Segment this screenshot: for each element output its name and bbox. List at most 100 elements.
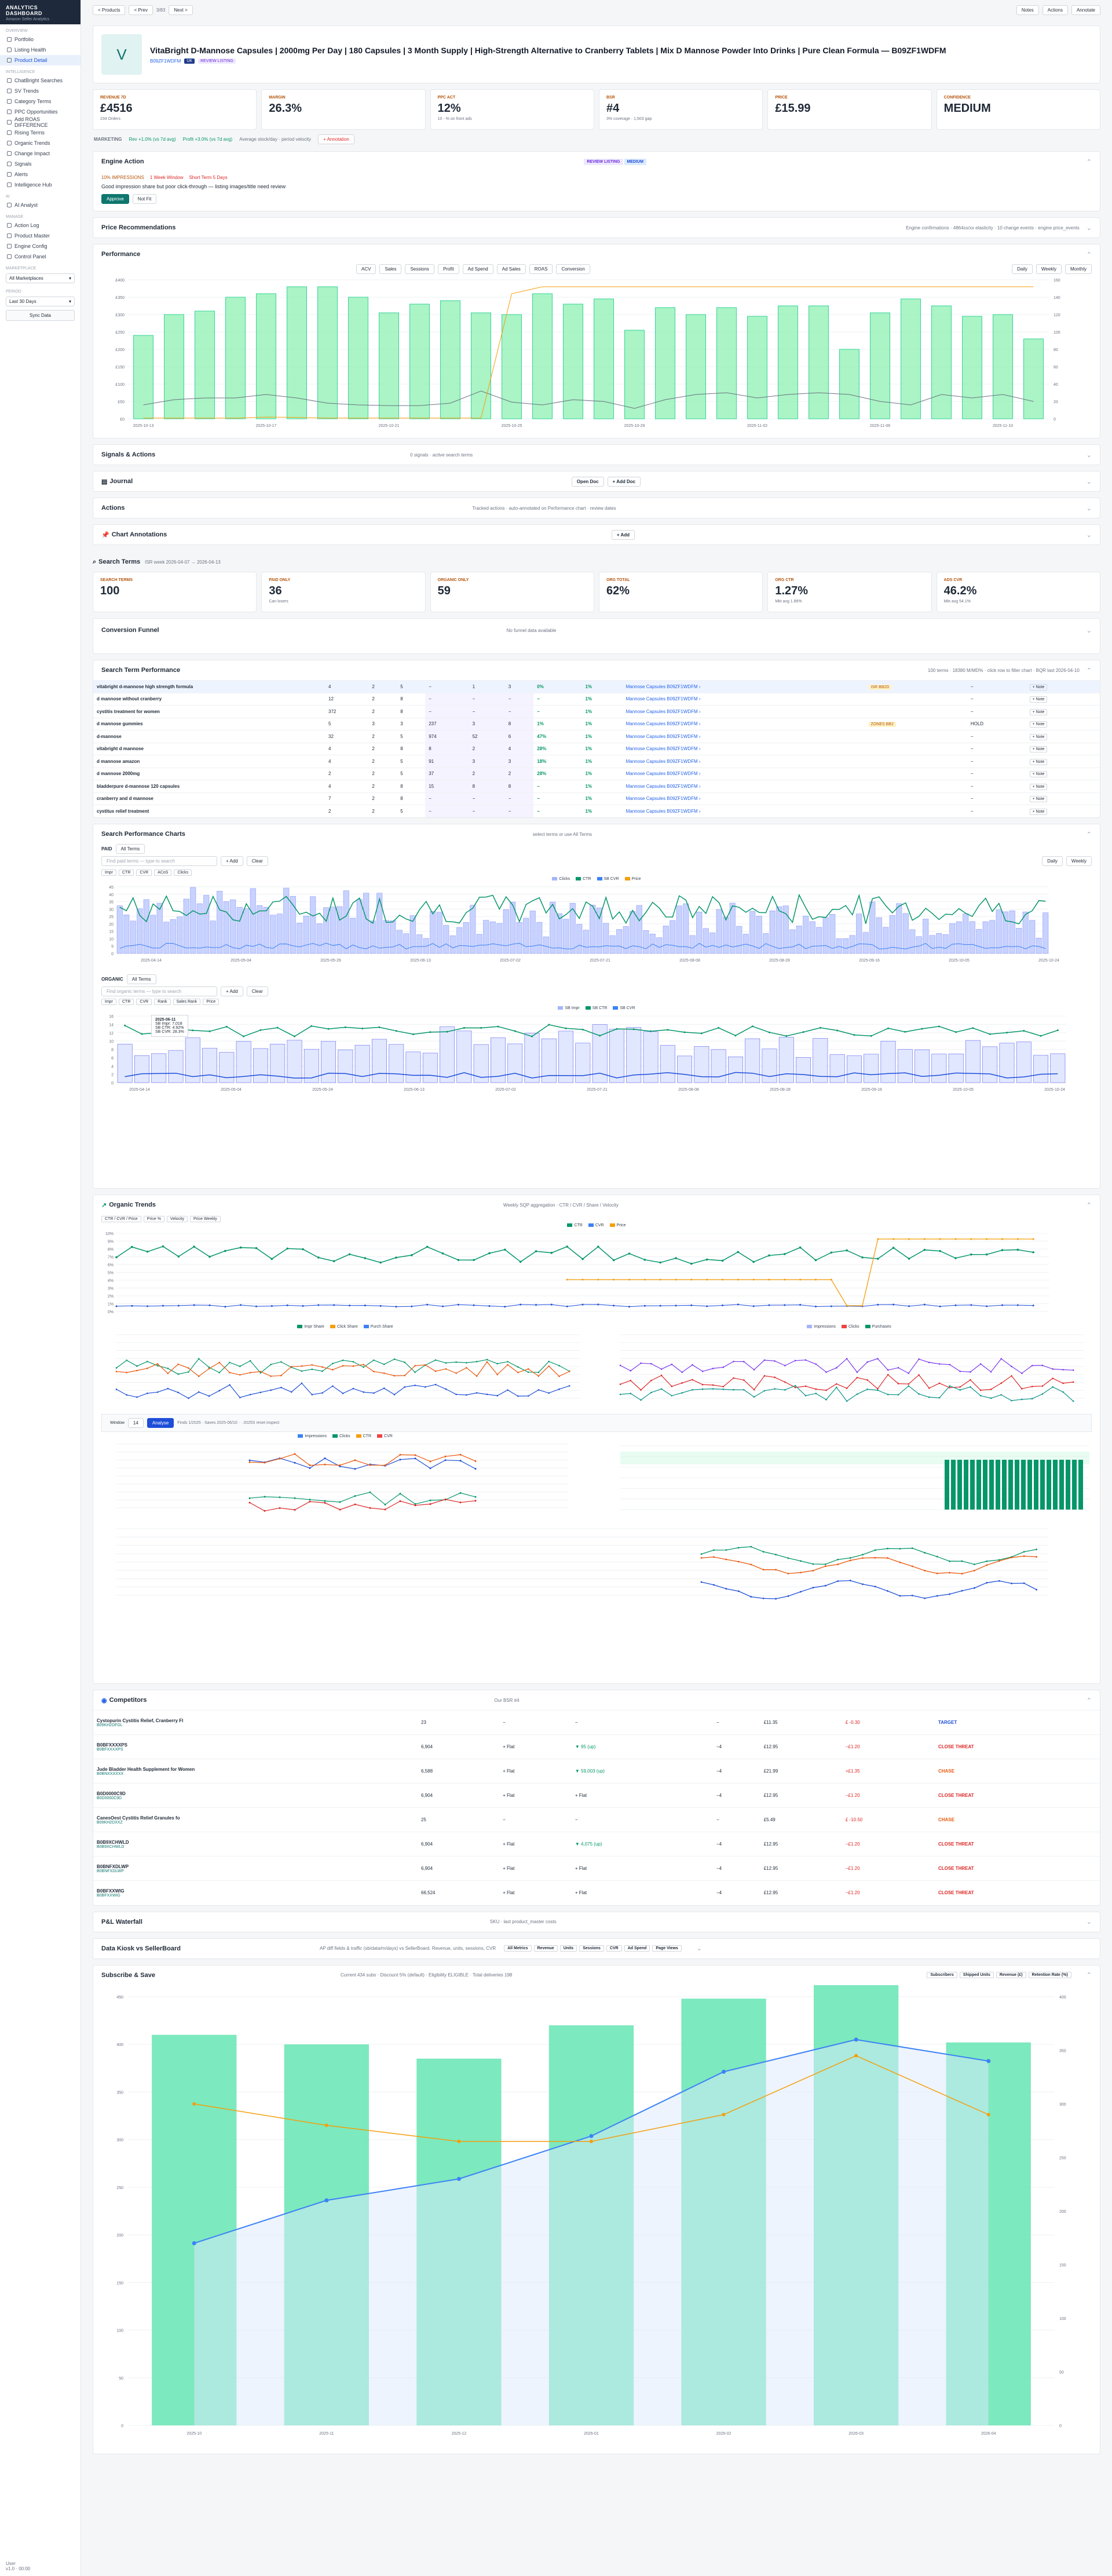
paid-bar[interactable] (782, 905, 789, 954)
pl-waterfall-card[interactable]: P&L Waterfall SKU · last product_master c… (93, 1911, 1100, 1932)
all-terms-button[interactable]: All Terms (115, 844, 145, 854)
chevron-down-icon[interactable]: ⌄ (1086, 531, 1092, 539)
performance-bar[interactable] (471, 312, 491, 419)
sidebar-item-signals[interactable]: Signals (0, 159, 81, 169)
toggle-conversion[interactable]: Conversion (556, 264, 590, 274)
paid-bar[interactable] (776, 907, 782, 954)
organic-bar[interactable] (864, 1054, 879, 1083)
paid-bar[interactable] (729, 902, 736, 954)
actions-button[interactable]: Actions (1042, 5, 1068, 15)
table-cell[interactable]: Mannose Capsules B09ZF1WDFM › (622, 705, 865, 718)
toggle-ad-spend[interactable]: Ad Spend (462, 264, 493, 274)
sidebar-item-sv-trends[interactable]: SV Trends (0, 86, 81, 96)
competitor-row[interactable]: Cystopurin Cystitis Relief, Cranberry Fl… (93, 1710, 1100, 1735)
sync-button[interactable]: Sync Data (6, 310, 75, 321)
organic-bar[interactable] (354, 1044, 370, 1083)
paid-bar[interactable] (883, 927, 889, 954)
chevron-down-icon[interactable]: ⌄ (1086, 224, 1092, 232)
window-bar[interactable] (951, 1460, 956, 1510)
sidebar-item-organic-trends[interactable]: Organic Trends (0, 138, 81, 148)
organic-bar[interactable] (711, 1049, 726, 1083)
performance-bar[interactable] (409, 304, 430, 419)
analyse-button[interactable]: Analyse (147, 1418, 174, 1428)
user-name[interactable]: User (6, 2561, 16, 2566)
organic-bar[interactable] (931, 1054, 947, 1083)
organic-bar[interactable] (626, 1027, 642, 1083)
paid-bar[interactable] (929, 935, 935, 954)
paid-bar[interactable] (583, 930, 589, 954)
paid-bar[interactable] (1009, 910, 1015, 954)
organic-bar[interactable] (371, 1039, 387, 1083)
chevron-down-icon[interactable]: ⌄ (1086, 451, 1092, 459)
paid-bar[interactable] (723, 916, 729, 954)
toggle-velocity[interactable]: Velocity (166, 1216, 188, 1222)
paid-bar[interactable] (210, 920, 216, 954)
paid-bar[interactable] (703, 928, 709, 954)
note-button[interactable]: + Note (1026, 692, 1100, 706)
performance-bar[interactable] (164, 314, 184, 419)
dismiss-button[interactable]: Not Fit (132, 194, 157, 204)
table-cell[interactable]: Mannose Capsules B09ZF1WDFM › (622, 805, 865, 817)
performance-bar[interactable] (287, 286, 307, 419)
paid-bar[interactable] (536, 922, 543, 954)
organic-bar[interactable] (762, 1048, 777, 1083)
paid-bar[interactable] (856, 914, 862, 954)
organic-bar[interactable] (151, 1053, 167, 1083)
paid-bar[interactable] (936, 933, 942, 954)
organic-bar[interactable] (999, 1043, 1015, 1083)
paid-bar[interactable] (123, 915, 130, 954)
conversion-funnel-card[interactable]: Conversion Funnel No funnel data availabl… (93, 618, 1100, 654)
paid-bar[interactable] (316, 923, 323, 954)
paid-bar[interactable] (529, 911, 536, 954)
chevron-up-icon[interactable]: ⌃ (1086, 158, 1092, 166)
toggle-rank[interactable]: Rank (154, 999, 171, 1005)
paid-bar[interactable] (643, 930, 649, 954)
toggle-shipped-units[interactable]: Shipped Units (959, 1972, 994, 1978)
chevron-up-icon[interactable]: ⌃ (1086, 667, 1092, 674)
organic-bar[interactable] (982, 1046, 998, 1083)
paid-bar[interactable] (683, 903, 689, 954)
table-row[interactable]: bladderpure d-mannose 120 capsules 4 2 8 15 8… (93, 780, 1100, 792)
paid-bar[interactable] (116, 905, 123, 954)
paid-bar[interactable] (489, 921, 496, 954)
paid-bar[interactable] (789, 929, 796, 954)
performance-bar[interactable] (348, 297, 368, 419)
paid-bar[interactable] (889, 915, 895, 954)
paid-bar[interactable] (283, 887, 290, 954)
paid-bar[interactable] (350, 918, 356, 954)
window-bar[interactable] (1078, 1460, 1083, 1510)
paid-bar[interactable] (150, 915, 156, 954)
paid-bar[interactable] (976, 929, 982, 954)
toggle-daily[interactable]: Daily (1012, 264, 1033, 274)
window-bar[interactable] (957, 1460, 962, 1510)
paid-bar[interactable] (816, 927, 822, 954)
toggle-sales[interactable]: Sales (379, 264, 402, 274)
paid-bar[interactable] (862, 932, 869, 954)
next-button[interactable]: Next > (169, 5, 193, 15)
toggle-page-views[interactable]: Page Views (652, 1945, 682, 1952)
paid-bar[interactable] (603, 923, 609, 954)
table-row[interactable]: d mannose without cranberry 12 2 8− − − −1% Man… (93, 692, 1100, 706)
note-button[interactable]: + Note (1026, 717, 1100, 730)
approve-button[interactable]: Approve (101, 194, 129, 204)
paid-bar[interactable] (1042, 912, 1049, 954)
paid-bar[interactable] (670, 920, 676, 954)
add-term-button[interactable]: + Add (221, 856, 243, 866)
toggle-impr[interactable]: Impr (101, 999, 116, 1005)
paid-bar[interactable] (942, 934, 949, 954)
signals-card[interactable]: Signals & Actions 0 signals · active sear… (93, 444, 1100, 465)
paid-bar[interactable] (656, 937, 663, 954)
paid-bar[interactable] (383, 920, 389, 954)
organic-add-button[interactable]: + Add (221, 986, 243, 996)
paid-bar[interactable] (736, 926, 742, 954)
paid-bar[interactable] (982, 921, 989, 954)
window-bar[interactable] (1002, 1460, 1007, 1510)
paid-bar[interactable] (156, 902, 163, 954)
window-bar[interactable] (1047, 1460, 1051, 1510)
paid-bar[interactable] (569, 902, 576, 954)
paid-bar[interactable] (363, 893, 370, 954)
paid-bar[interactable] (769, 911, 776, 954)
organic-bar[interactable] (524, 1033, 540, 1083)
organic-bar[interactable] (558, 1031, 574, 1083)
paid-bar[interactable] (443, 925, 449, 954)
